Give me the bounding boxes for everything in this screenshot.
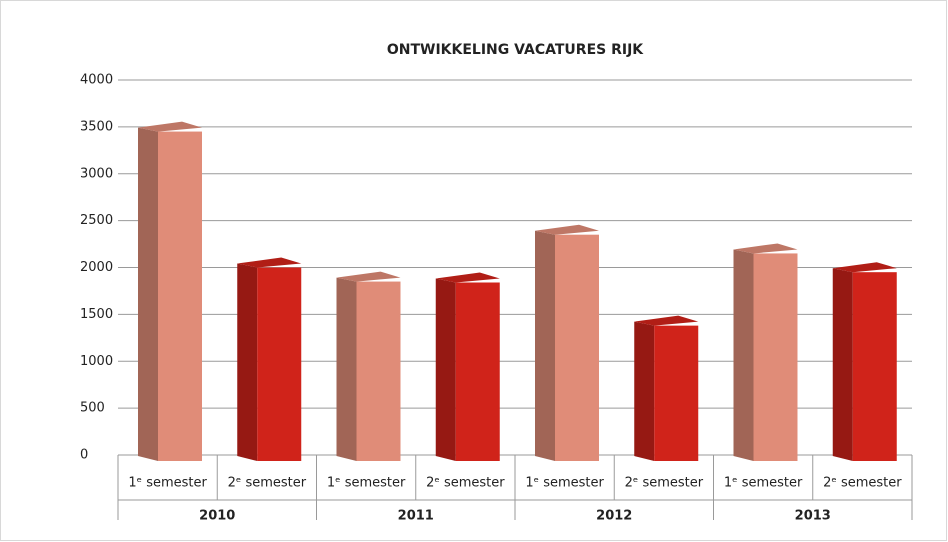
bar-top — [435, 272, 500, 283]
bar-side — [832, 268, 853, 461]
bar-top — [634, 315, 699, 326]
group-label: 2011 — [398, 509, 434, 524]
bar-side — [435, 278, 456, 461]
y-tick-label: 3000 — [80, 166, 113, 181]
bar-front — [555, 234, 599, 461]
y-tick-label: 1500 — [80, 307, 113, 322]
bar-front — [158, 131, 202, 461]
x-tick-label: 1ᵉ semester — [525, 476, 604, 491]
y-tick-label: 4000 — [80, 73, 113, 88]
x-tick-label: 1ᵉ semester — [128, 476, 207, 491]
bar-front — [257, 267, 302, 461]
chart-title: ONTWIKKELING VACATURES RIJK — [387, 42, 644, 58]
bar-top — [832, 262, 897, 273]
bar-front — [654, 325, 699, 461]
y-tick-label: 2500 — [80, 213, 113, 228]
y-tick-label: 1000 — [80, 354, 113, 369]
y-tick-label: 500 — [80, 401, 105, 416]
bar-front — [455, 282, 500, 461]
group-label: 2012 — [596, 509, 632, 524]
y-tick-label: 2000 — [80, 260, 113, 275]
bar-front — [356, 281, 401, 461]
bar-front — [852, 272, 897, 461]
bar-top — [733, 243, 798, 254]
x-tick-label: 2ᵉ semester — [228, 476, 307, 491]
group-label: 2010 — [199, 509, 235, 524]
bar-side — [138, 127, 158, 461]
group-label: 2013 — [795, 509, 831, 524]
y-tick-label: 0 — [80, 448, 88, 463]
bar-side — [733, 249, 754, 461]
y-tick-label: 3500 — [80, 119, 113, 134]
bar-top — [336, 271, 401, 282]
bar-side — [237, 263, 258, 461]
bar-front — [753, 253, 798, 461]
bar-top — [237, 257, 302, 268]
bar-side — [336, 277, 357, 461]
x-tick-label: 2ᵉ semester — [823, 476, 902, 491]
bar-top — [535, 224, 599, 235]
x-tick-label: 1ᵉ semester — [327, 476, 406, 491]
x-tick-label: 2ᵉ semester — [426, 476, 505, 491]
bar-side — [634, 321, 655, 461]
bar-side — [535, 230, 555, 461]
x-tick-label: 2ᵉ semester — [625, 476, 704, 491]
bar-top — [138, 121, 202, 132]
x-tick-label: 1ᵉ semester — [724, 476, 803, 491]
